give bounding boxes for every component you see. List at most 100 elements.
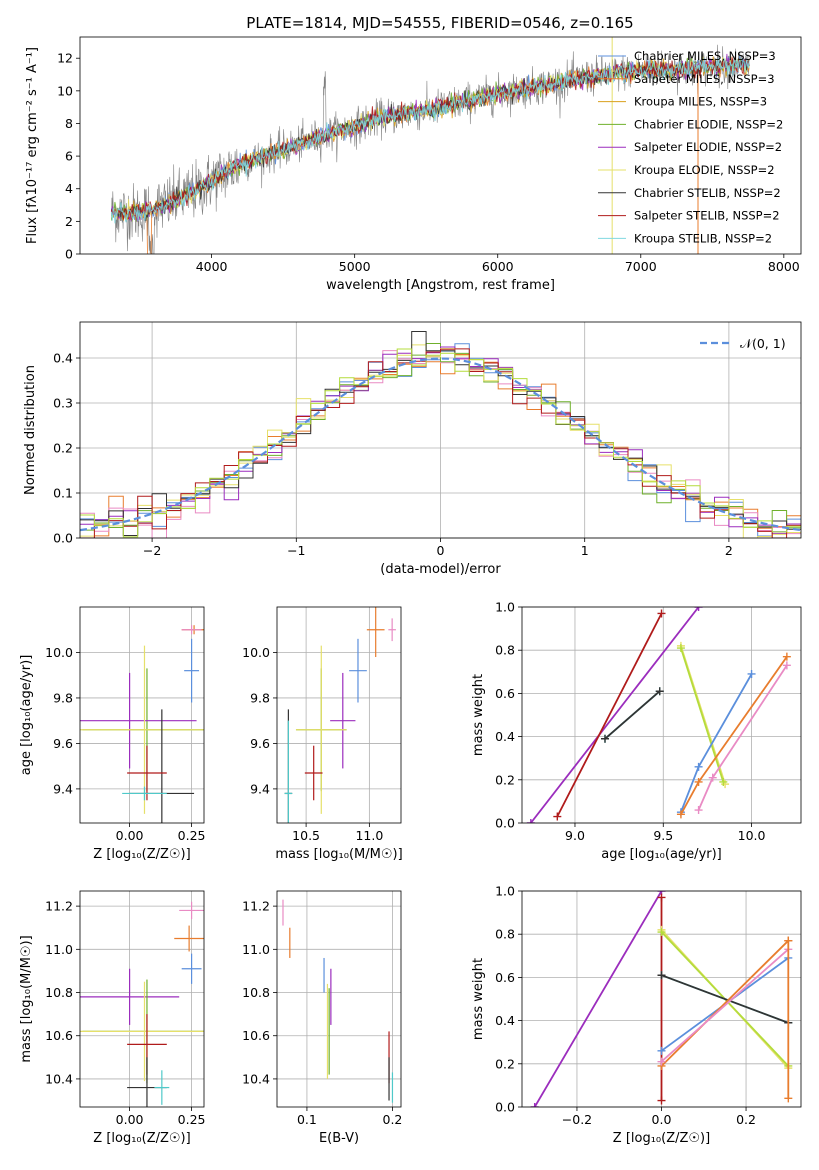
x-tick-label: 2	[725, 543, 733, 558]
residual-histogram-step	[80, 354, 801, 538]
y-tick-label: 10.8	[242, 985, 270, 1000]
data-point	[366, 607, 385, 658]
mass-weight-marker	[530, 1103, 539, 1107]
y-tick-label: 1.0	[495, 600, 515, 615]
legend-label: 𝒩(0, 1)	[740, 336, 786, 351]
x-tick-label: 11.0	[355, 828, 383, 843]
y-tick-label: 0.2	[495, 1056, 515, 1071]
data-point	[174, 925, 204, 952]
data-point	[154, 1070, 170, 1105]
mass-weight-marker	[657, 1057, 666, 1066]
x-tick-label: 5000	[339, 259, 371, 274]
x-tick-label: −2	[143, 543, 161, 558]
y-tick-label: 0.1	[53, 486, 73, 501]
axes-frame	[276, 606, 402, 824]
x-axis-label: Z [log₁₀(Z/Z☉)]	[93, 847, 190, 862]
mass-weight-line	[680, 656, 788, 815]
y-tick-label: 11.0	[242, 942, 270, 957]
y-tick-label: 10.8	[45, 985, 73, 1000]
x-tick-label: 4000	[196, 259, 228, 274]
legend-label: Salpeter ELODIE, NSSP=2	[634, 140, 782, 154]
data-point	[181, 953, 202, 984]
mass-weight-line	[660, 948, 789, 1063]
x-tick-label: 0.00	[116, 828, 144, 843]
plot-area	[530, 891, 793, 1107]
mass-weight-marker	[553, 812, 562, 821]
y-tick-label: 12	[57, 51, 73, 66]
data-point	[349, 638, 367, 703]
mass-weight-line	[697, 664, 788, 811]
y-tick-label: 10.4	[242, 1071, 270, 1086]
model-spectrum-line	[111, 58, 750, 224]
y-tick-label: 10.6	[45, 1028, 73, 1043]
y-tick-label: 0.6	[495, 970, 515, 985]
mass-weight-marker	[655, 687, 664, 696]
y-tick-label: 11.0	[45, 942, 73, 957]
y-tick-label: 0.2	[495, 772, 515, 787]
y-tick-label: 9.4	[53, 781, 73, 796]
mass-weight-marker	[747, 669, 756, 678]
y-tick-label: 11.2	[242, 899, 270, 914]
y-tick-label: 0.0	[53, 531, 73, 546]
plot-area	[80, 331, 801, 538]
legend-label: Chabrier ELODIE, NSSP=2	[634, 117, 783, 131]
legend-label: Kroupa MILES, NSSP=3	[634, 95, 767, 109]
y-tick-label: 10.6	[242, 1028, 270, 1043]
mass-weight-marker	[676, 810, 685, 819]
plot-area	[80, 625, 204, 823]
y-tick-label: 0.0	[495, 816, 515, 831]
mass-weight-line	[604, 690, 661, 740]
y-tick-label: 9.6	[250, 736, 270, 751]
legend-label: Kroupa STELIB, NSSP=2	[634, 231, 772, 245]
data-point	[284, 720, 293, 823]
mass-weight-marker	[694, 607, 703, 611]
data-point	[80, 672, 197, 769]
plot-area	[111, 37, 750, 254]
mass-weight-marker	[694, 777, 703, 786]
x-tick-label: 6000	[482, 259, 514, 274]
y-axis-label: mass weight	[471, 674, 486, 756]
y-tick-label: 6	[65, 149, 73, 164]
y-tick-label: 9.8	[250, 690, 270, 705]
x-tick-label: 8000	[768, 259, 800, 274]
y-tick-label: 10	[57, 83, 73, 98]
x-tick-label: 0.00	[116, 1112, 144, 1127]
x-tick-label: 1	[581, 543, 589, 558]
y-axis-label: Normed distribution	[23, 365, 38, 495]
x-axis-label: (data-model)/error	[380, 562, 501, 577]
plot-area	[80, 901, 204, 1107]
grid	[522, 606, 801, 824]
y-axis-label: age [log₁₀(age/yr)]	[19, 655, 34, 776]
data-point	[122, 786, 167, 801]
x-axis-label: Z [log₁₀(Z/Z☉)]	[93, 1131, 190, 1146]
legend-label: Chabrier MILES, NSSP=3	[634, 49, 776, 63]
axes-frame	[79, 321, 802, 539]
axes-frame	[521, 890, 802, 1108]
y-tick-label: 0.6	[495, 686, 515, 701]
y-tick-label: 11.2	[45, 899, 73, 914]
legend-label: Kroupa ELODIE, NSSP=2	[634, 163, 775, 177]
mass-weight-marker	[676, 644, 685, 653]
x-tick-label: 0.0	[652, 1112, 672, 1127]
x-tick-label: 10.5	[292, 828, 320, 843]
x-tick-label: 9.5	[653, 828, 673, 843]
y-tick-label: 9.8	[53, 690, 73, 705]
x-tick-label: −1	[287, 543, 305, 558]
x-axis-label: Z [log₁₀(Z/Z☉)]	[613, 1131, 710, 1146]
data-point	[184, 638, 200, 703]
y-tick-label: 8	[65, 116, 73, 131]
model-spectrum-line	[111, 54, 750, 222]
mass-weight-marker	[694, 806, 703, 815]
mass-weight-marker	[526, 819, 535, 823]
mass-weight-marker	[657, 971, 666, 980]
data-point	[181, 625, 202, 635]
y-tick-label: 0.4	[53, 351, 73, 366]
mass-weight-marker	[600, 734, 609, 743]
spectrum-legend: Chabrier MILES, NSSP=3 Salpeter MILES, NS…	[598, 49, 783, 245]
x-tick-label: 10.0	[738, 828, 766, 843]
mass-weight-vs-metallicity-panel: −0.2 0.0 0.2 0.0 0.2 0.4 0.6 0.8 1.0 Z [log₁₀(Z/Z…	[471, 884, 802, 1146]
x-tick-label: −0.2	[562, 1112, 592, 1127]
y-tick-label: 4	[65, 181, 73, 196]
grid	[80, 891, 204, 1107]
legend-label: Salpeter STELIB, NSSP=2	[634, 209, 780, 223]
